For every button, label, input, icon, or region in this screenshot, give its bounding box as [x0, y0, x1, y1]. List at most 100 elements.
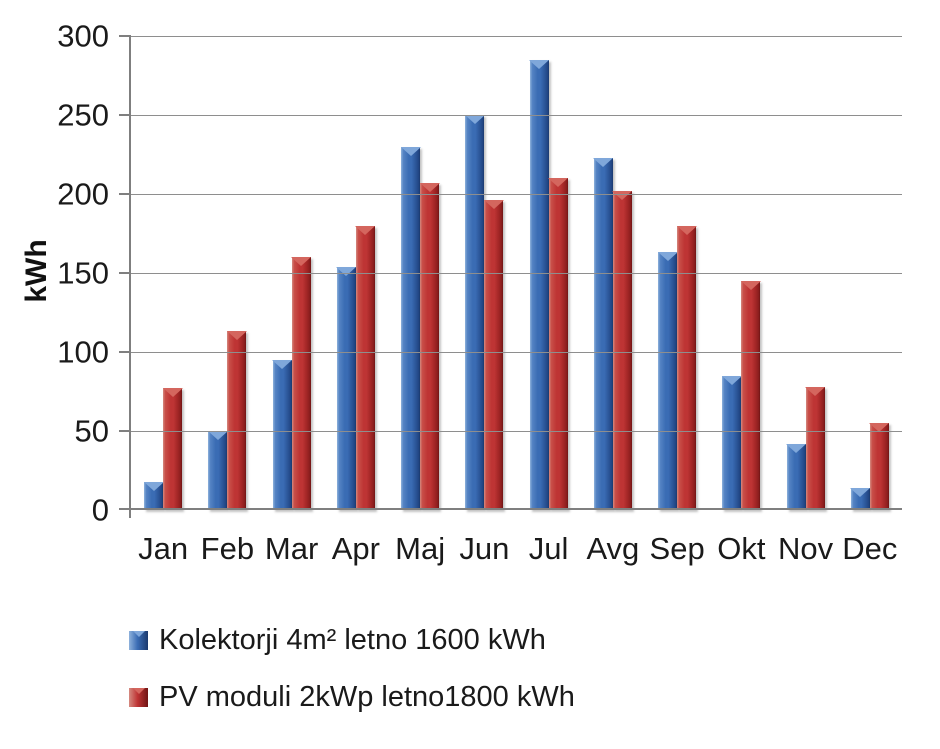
- gridline-0: [131, 508, 902, 510]
- bar-pv-moduli-maj: [419, 182, 440, 510]
- legend-label-pv-moduli: PV moduli 2kWp letno1800 kWh: [159, 680, 575, 713]
- category-slot-jan: [131, 36, 195, 510]
- y-tick-label-100: 100: [57, 334, 109, 370]
- bar-kolektorji-avg: [593, 157, 614, 510]
- legend-marker-notch: [132, 687, 145, 694]
- x-tick-label-jan: Jan: [138, 531, 189, 566]
- bar-kolektorji-feb: [207, 431, 228, 510]
- category-slot-apr: [324, 36, 388, 510]
- bar-top-notch: [464, 115, 485, 124]
- bar-top-notch: [529, 59, 550, 69]
- bar-top-notch: [721, 375, 742, 385]
- bar-top-notch: [143, 481, 164, 491]
- bar-top-notch: [548, 178, 569, 188]
- x-tick-label-mar: Mar: [264, 531, 319, 566]
- x-tick-label-maj: Maj: [395, 531, 446, 566]
- bar-pv-moduli-mar: [291, 257, 312, 510]
- bar-top-notch: [869, 423, 890, 433]
- bar-kolektorji-nov: [786, 443, 807, 510]
- bar-top-notch: [336, 266, 357, 276]
- legend-marker-notch: [132, 630, 145, 637]
- category-slot-feb: [195, 36, 259, 510]
- bar-top-notch: [291, 257, 312, 267]
- gridline-50: [131, 431, 902, 432]
- bar-top-notch: [483, 200, 504, 210]
- y-tick-label-250: 250: [57, 97, 109, 133]
- x-tick-label-okt: Okt: [717, 531, 766, 566]
- bar-pv-moduli-okt: [740, 280, 761, 510]
- bar-top-notch: [355, 225, 376, 235]
- gridline-200: [131, 194, 902, 195]
- y-axis-tick-50: [119, 430, 131, 432]
- bar-top-notch: [805, 386, 826, 396]
- y-tick-label-50: 50: [74, 413, 109, 449]
- y-axis-tick-150: [119, 272, 131, 274]
- gridline-250: [131, 115, 902, 116]
- bar-kolektorji-maj: [400, 146, 421, 510]
- bar-kolektorji-sep: [657, 252, 678, 510]
- bar-pv-moduli-jul: [548, 178, 569, 510]
- x-tick-label-apr: Apr: [331, 531, 380, 566]
- bar-pv-moduli-dec: [869, 423, 890, 510]
- bar-pv-moduli-feb: [226, 331, 247, 510]
- bar-top-notch: [226, 331, 247, 341]
- x-tick-label-dec: Dec: [842, 531, 898, 566]
- legend-item-kolektorji: Kolektorji 4m² letno 1600 kWh: [129, 623, 575, 657]
- bar-top-notch: [786, 443, 807, 453]
- category-slot-maj: [388, 36, 452, 510]
- plot-area: 0 50 100 150 200 250 300: [57, 21, 902, 526]
- legend-label-kolektorji: Kolektorji 4m² letno 1600 kWh: [159, 623, 546, 656]
- y-axis-tick-250: [119, 114, 131, 116]
- category-slot-nov: [774, 36, 838, 510]
- category-slot-dec: [838, 36, 902, 510]
- legend: Kolektorji 4m² letno 1600 kWh PV moduli …: [129, 623, 575, 737]
- y-axis-tick-100: [119, 351, 131, 353]
- bar-pv-moduli-jun: [483, 200, 504, 510]
- bar-pv-moduli-avg: [612, 190, 633, 510]
- bar-pv-moduli-sep: [676, 225, 697, 510]
- bar-kolektorji-jun: [464, 115, 485, 510]
- y-axis-tick-300: [119, 35, 131, 37]
- legend-item-pv-moduli: PV moduli 2kWp letno1800 kWh: [129, 680, 575, 714]
- bar-kolektorji-apr: [336, 266, 357, 510]
- bar-top-notch: [676, 225, 697, 235]
- bar-top-notch: [207, 431, 228, 441]
- bar-top-notch: [593, 157, 614, 167]
- x-axis-labels: Jan Feb Mar Apr Maj Jun Jul Avg Sep Okt Nov Dec: [131, 531, 902, 567]
- bar-top-notch: [850, 487, 871, 497]
- bar-top-notch: [740, 280, 761, 290]
- legend-marker-kolektorji: [129, 630, 148, 650]
- bar-kolektorji-dec: [850, 487, 871, 510]
- bar-kolektorji-jul: [529, 59, 550, 510]
- category-slot-avg: [581, 36, 645, 510]
- category-slot-okt: [709, 36, 773, 510]
- y-tick-label-150: 150: [57, 255, 109, 291]
- y-tick-label-300: 300: [57, 18, 109, 54]
- category-slot-jun: [452, 36, 516, 510]
- gridline-150: [131, 273, 902, 274]
- bar-kolektorji-mar: [272, 359, 293, 510]
- bar-top-notch: [419, 182, 440, 192]
- x-tick-label-jul: Jul: [528, 531, 569, 566]
- y-axis-tick-0: [119, 508, 131, 510]
- category-slot-jul: [517, 36, 581, 510]
- x-tick-label-avg: Avg: [586, 531, 640, 566]
- x-tick-label-sep: Sep: [649, 531, 705, 566]
- category-slot-mar: [260, 36, 324, 510]
- bar-top-notch: [657, 252, 678, 262]
- y-tick-label-200: 200: [57, 176, 109, 212]
- legend-marker-pv-moduli: [129, 687, 148, 707]
- gridline-100: [131, 352, 902, 353]
- y-tick-label-0: 0: [91, 492, 109, 528]
- bar-pv-moduli-jan: [162, 388, 183, 510]
- x-tick-label-jun: Jun: [459, 531, 510, 566]
- bar-kolektorji-okt: [721, 375, 742, 510]
- bar-top-notch: [272, 359, 293, 369]
- x-tick-label-nov: Nov: [778, 531, 834, 566]
- bars-container: [131, 36, 902, 510]
- bar-top-notch: [162, 388, 183, 398]
- bar-kolektorji-jan: [143, 481, 164, 510]
- y-axis-tick-200: [119, 193, 131, 195]
- x-tick-label-feb: Feb: [200, 531, 255, 566]
